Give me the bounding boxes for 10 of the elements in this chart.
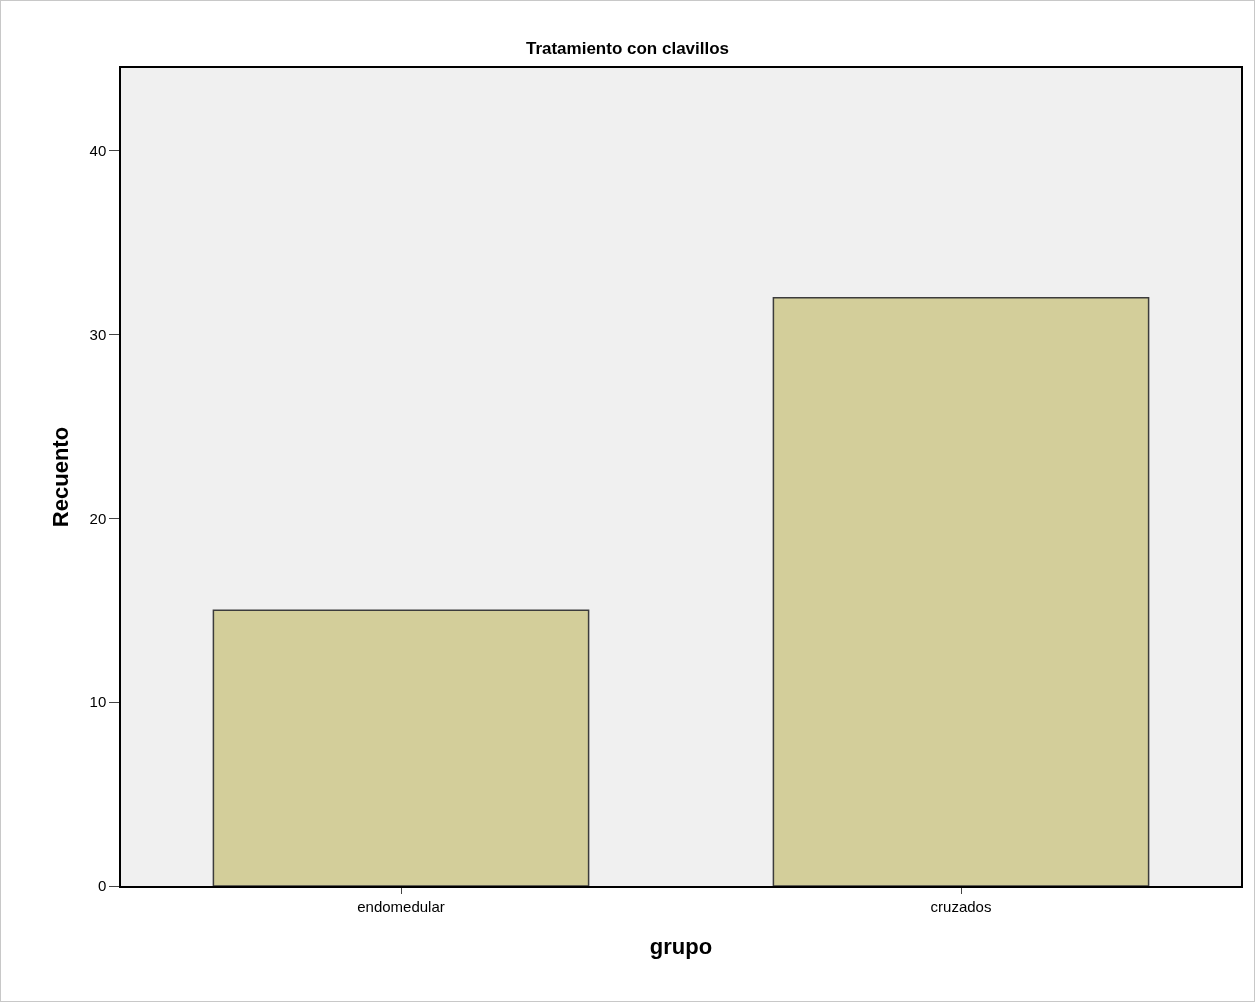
y-tick-label: 10 xyxy=(89,693,107,711)
y-tick-label: 0 xyxy=(97,877,107,895)
y-tick-label: 40 xyxy=(89,141,107,159)
y-tick-label: 30 xyxy=(89,325,107,343)
x-tick-label: cruzados xyxy=(930,897,992,915)
y-axis-title: Recuento xyxy=(47,426,73,528)
x-axis-title: grupo xyxy=(649,934,713,960)
y-tick-label: 20 xyxy=(89,509,107,527)
x-tick-label: endomedular xyxy=(357,897,445,915)
chart-title: Tratamiento con clavillos xyxy=(525,38,730,58)
